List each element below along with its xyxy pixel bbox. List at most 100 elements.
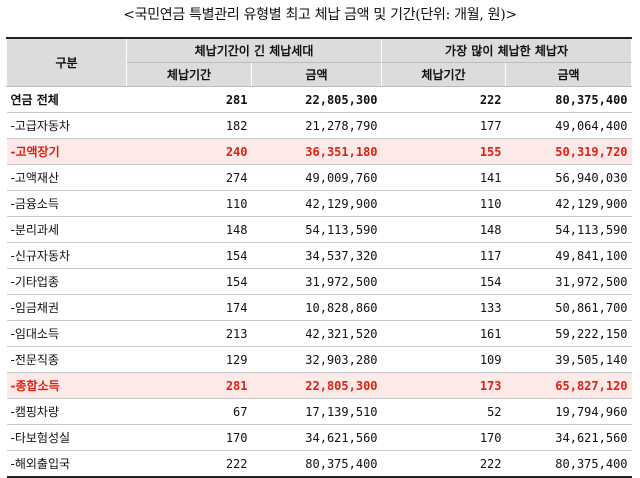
cell-amount-largest: 49,064,400 (505, 112, 632, 139)
row-label: -금융소득 (6, 190, 127, 217)
cell-period-largest: 170 (381, 424, 506, 451)
row-label: 연금 전체 (6, 86, 127, 113)
header-group-largest-amount: 가장 많이 체납한 체납자 (381, 37, 633, 63)
cell-amount-largest: 59,222,150 (505, 320, 632, 347)
cell-amount-largest: 65,827,120 (505, 372, 632, 399)
table-header: 구분 체납기간이 긴 체납세대 가장 많이 체납한 체납자 체납기간 금액 체납… (6, 37, 633, 87)
cell-period-largest: 109 (381, 346, 506, 373)
row-label: -기타업종 (6, 268, 127, 295)
cell-amount-longest: 34,621,560 (251, 424, 382, 451)
cell-amount-largest: 42,129,900 (505, 190, 632, 217)
cell-period-largest: 133 (381, 294, 506, 321)
cell-period-largest: 154 (381, 268, 506, 295)
cell-amount-longest: 21,278,790 (251, 112, 382, 139)
cell-amount-longest: 17,139,510 (251, 398, 382, 425)
cell-amount-longest: 42,321,520 (251, 320, 382, 347)
cell-amount-longest: 42,129,900 (251, 190, 382, 217)
cell-period-largest: 222 (381, 450, 506, 478)
header-amount-2: 금액 (505, 62, 633, 87)
cell-amount-largest: 56,940,030 (505, 164, 632, 191)
table-row: 연금 전체 281 22,805,300 222 80,375,400 (6, 86, 632, 113)
cell-period-largest: 141 (381, 164, 506, 191)
table-row: -임금채권 174 10,828,860 133 50,861,700 (6, 294, 632, 321)
cell-period-largest: 177 (381, 112, 506, 139)
cell-period-longest: 182 (126, 112, 252, 139)
cell-period-largest: 148 (381, 216, 506, 243)
cell-period-longest: 170 (126, 424, 252, 451)
table-row: -전문직종 129 32,903,280 109 39,505,140 (6, 346, 632, 373)
cell-period-largest: 117 (381, 242, 506, 269)
row-label: -신규자동차 (6, 242, 127, 269)
table-row: -신규자동차 154 34,537,320 117 49,841,100 (6, 242, 632, 269)
cell-amount-longest: 34,537,320 (251, 242, 382, 269)
cell-amount-largest: 31,972,500 (505, 268, 632, 295)
header-category: 구분 (6, 37, 127, 87)
header-amount-1: 금액 (250, 62, 383, 87)
cell-amount-longest: 22,805,300 (251, 86, 382, 113)
table-body: 연금 전체 281 22,805,300 222 80,375,400 -고급자동차 182… (6, 86, 632, 478)
row-label: -고액장기 (6, 138, 127, 165)
table-row: -고액장기 240 36,351,180 155 50,319,720 (6, 138, 632, 165)
row-label: -임대소득 (6, 320, 127, 347)
cell-amount-largest: 49,841,100 (505, 242, 632, 269)
cell-amount-largest: 34,621,560 (505, 424, 632, 451)
cell-amount-largest: 80,375,400 (505, 86, 632, 113)
cell-period-longest: 240 (126, 138, 252, 165)
row-label: -임금채권 (6, 294, 127, 321)
table-row: -고액재산 274 49,009,760 141 56,940,030 (6, 164, 632, 191)
row-label: -타보험성실 (6, 424, 127, 451)
row-label: -해외출입국 (6, 450, 127, 478)
table-row: -고급자동차 182 21,278,790 177 49,064,400 (6, 112, 632, 139)
cell-period-longest: 129 (126, 346, 252, 373)
cell-period-longest: 222 (126, 450, 252, 478)
table-row: -분리과세 148 54,113,590 148 54,113,590 (6, 216, 632, 243)
cell-period-longest: 174 (126, 294, 252, 321)
cell-period-longest: 148 (126, 216, 252, 243)
table-caption: <국민연금 특별관리 유형별 최고 체납 금액 및 기간(단위: 개월, 원)> (123, 7, 517, 23)
table-row: -금융소득 110 42,129,900 110 42,129,900 (6, 190, 632, 217)
table-row: -타보험성실 170 34,621,560 170 34,621,560 (6, 424, 632, 451)
header-group-longest-period: 체납기간이 긴 체납세대 (125, 37, 383, 63)
cell-amount-largest: 80,375,400 (505, 450, 632, 478)
header-period-2: 체납기간 (381, 62, 507, 87)
cell-amount-longest: 31,972,500 (251, 268, 382, 295)
cell-period-longest: 154 (126, 268, 252, 295)
cell-amount-longest: 22,805,300 (251, 372, 382, 399)
cell-period-longest: 281 (126, 372, 252, 399)
cell-period-longest: 154 (126, 242, 252, 269)
table-row: -해외출입국 222 80,375,400 222 80,375,400 (6, 450, 632, 478)
cell-period-largest: 155 (381, 138, 506, 165)
header-period-1: 체납기간 (126, 62, 252, 87)
cell-period-largest: 222 (381, 86, 506, 113)
row-label: -분리과세 (6, 216, 127, 243)
cell-amount-largest: 39,505,140 (505, 346, 632, 373)
cell-period-largest: 173 (381, 372, 506, 399)
cell-amount-longest: 54,113,590 (251, 216, 382, 243)
cell-period-longest: 110 (126, 190, 252, 217)
cell-period-longest: 281 (126, 86, 252, 113)
cell-amount-longest: 80,375,400 (251, 450, 382, 478)
cell-period-longest: 67 (126, 398, 252, 425)
table-row: -종합소득 281 22,805,300 173 65,827,120 (6, 372, 632, 399)
cell-amount-largest: 54,113,590 (505, 216, 632, 243)
cell-amount-longest: 36,351,180 (251, 138, 382, 165)
cell-period-largest: 161 (381, 320, 506, 347)
cell-amount-largest: 50,319,720 (505, 138, 632, 165)
cell-period-largest: 110 (381, 190, 506, 217)
cell-amount-longest: 32,903,280 (251, 346, 382, 373)
table-row: -임대소득 213 42,321,520 161 59,222,150 (6, 320, 632, 347)
row-label: -고급자동차 (6, 112, 127, 139)
cell-amount-longest: 10,828,860 (251, 294, 382, 321)
row-label: -전문직종 (6, 346, 127, 373)
table-row: -기타업종 154 31,972,500 154 31,972,500 (6, 268, 632, 295)
cell-amount-longest: 49,009,760 (251, 164, 382, 191)
row-label: -종합소득 (6, 372, 127, 399)
row-label: -캠핑차량 (6, 398, 127, 425)
row-label: -고액재산 (6, 164, 127, 191)
table-row: -캠핑차량 67 17,139,510 52 19,794,960 (6, 398, 632, 425)
cell-amount-largest: 19,794,960 (505, 398, 632, 425)
cell-period-largest: 52 (381, 398, 506, 425)
arrears-table: 구분 체납기간이 긴 체납세대 가장 많이 체납한 체납자 체납기간 금액 체납… (6, 37, 633, 478)
cell-period-longest: 213 (126, 320, 252, 347)
cell-period-longest: 274 (126, 164, 252, 191)
